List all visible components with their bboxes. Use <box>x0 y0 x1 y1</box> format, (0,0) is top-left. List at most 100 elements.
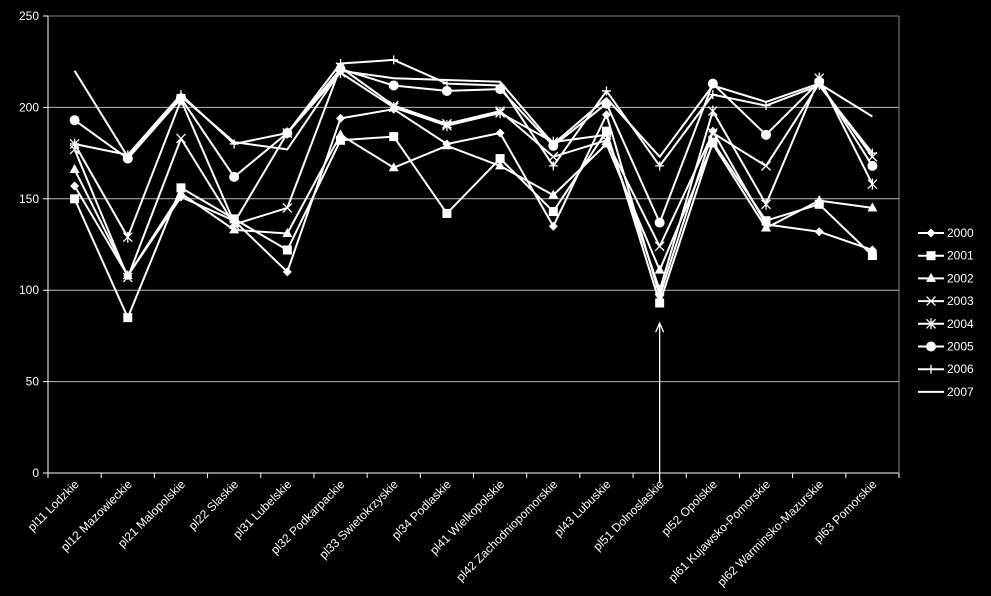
series-line <box>73 71 874 292</box>
data-point <box>654 241 665 252</box>
data-point <box>814 227 824 237</box>
data-point <box>926 251 936 261</box>
data-point <box>654 284 665 296</box>
data-point <box>229 217 240 229</box>
data-point <box>176 133 186 144</box>
legend-label: 2005 <box>947 340 974 354</box>
data-point <box>122 270 133 280</box>
data-point <box>655 298 665 308</box>
data-point <box>122 272 133 283</box>
data-point <box>926 228 936 238</box>
data-point <box>388 80 399 91</box>
series-line <box>73 66 874 279</box>
data-point <box>814 195 825 205</box>
series-2002 <box>69 129 878 280</box>
legend-label: 2001 <box>947 249 974 263</box>
data-point <box>814 199 824 209</box>
data-point <box>548 189 559 199</box>
data-point <box>926 341 936 352</box>
y-tick-label: 200 <box>19 100 39 114</box>
legend-item-2001: 2001 <box>918 249 974 263</box>
legend-label: 2004 <box>947 317 974 331</box>
data-point <box>282 128 292 138</box>
data-point <box>707 138 718 148</box>
legend-item-2004: 2004 <box>918 317 974 331</box>
data-point <box>761 216 771 226</box>
series-line <box>73 130 874 319</box>
data-point <box>336 59 346 69</box>
data-point <box>123 313 133 323</box>
data-point <box>495 128 505 138</box>
legend-item-2002: 2002 <box>918 271 974 285</box>
legend-item-2006: 2006 <box>918 362 974 376</box>
y-tick-label: 100 <box>19 283 39 297</box>
data-point <box>229 171 240 182</box>
data-point <box>336 135 346 145</box>
data-point <box>654 217 665 228</box>
annotation-arrowhead <box>655 321 665 333</box>
series-line <box>73 108 873 297</box>
data-point <box>441 85 452 96</box>
data-point <box>442 208 452 218</box>
legend-item-2007: 2007 <box>918 385 974 399</box>
data-point <box>655 161 665 171</box>
data-point <box>654 264 665 274</box>
data-point <box>707 128 718 138</box>
legend-label: 2002 <box>947 271 974 285</box>
y-tick-label: 50 <box>26 375 40 389</box>
data-point <box>495 107 506 119</box>
data-point <box>867 178 878 190</box>
data-point <box>926 296 936 307</box>
y-axis-ticks: 0 50 100 150 200 250 <box>19 9 48 480</box>
data-point <box>388 101 399 113</box>
data-point <box>175 187 186 197</box>
data-point <box>122 231 133 243</box>
data-point <box>69 115 80 126</box>
data-point <box>761 129 772 140</box>
data-point <box>69 164 80 174</box>
data-point <box>495 154 505 164</box>
series-line <box>73 133 873 277</box>
data-point <box>761 222 772 232</box>
legend-label: 2007 <box>947 385 974 399</box>
data-point <box>867 202 878 212</box>
series-line <box>74 68 874 224</box>
legend-item-2000: 2000 <box>918 226 974 240</box>
data-point <box>282 245 292 255</box>
legend-label: 2003 <box>947 294 974 308</box>
data-point <box>495 160 506 170</box>
data-point <box>389 132 399 142</box>
data-point <box>707 105 718 117</box>
data-point <box>761 198 771 210</box>
y-tick-label: 0 <box>32 466 39 480</box>
data-point <box>708 90 718 100</box>
y-tick-label: 150 <box>19 192 39 206</box>
data-point <box>229 224 240 234</box>
data-point <box>70 181 80 191</box>
data-point <box>601 110 611 120</box>
data-point <box>282 202 293 213</box>
data-point <box>441 120 452 132</box>
legend-label: 2006 <box>947 362 974 376</box>
series-lines <box>69 55 878 323</box>
data-point <box>601 86 611 96</box>
y-tick-label: 250 <box>19 9 39 23</box>
data-point <box>548 140 559 151</box>
data-point <box>926 318 936 330</box>
data-point <box>548 221 558 231</box>
data-point <box>389 55 399 65</box>
data-point <box>388 162 399 172</box>
series-2003 <box>69 62 878 283</box>
data-point <box>761 160 771 171</box>
data-point <box>282 267 292 277</box>
data-point <box>548 207 558 217</box>
data-point <box>867 160 878 171</box>
data-point <box>441 140 452 150</box>
data-point <box>926 364 936 374</box>
legend-item-2003: 2003 <box>918 294 974 308</box>
data-point <box>548 161 558 171</box>
data-point <box>601 129 612 141</box>
data-point <box>282 228 293 238</box>
